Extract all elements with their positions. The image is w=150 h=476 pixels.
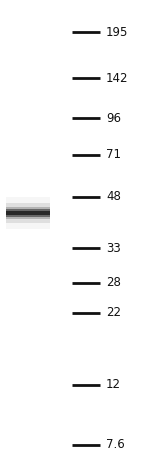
Bar: [6, 203, 50, 223]
Text: 28: 28: [106, 277, 121, 289]
Text: 71: 71: [106, 149, 121, 161]
Text: 7.6: 7.6: [106, 438, 125, 452]
Text: 33: 33: [106, 241, 121, 255]
Bar: [6, 209, 50, 217]
Text: 96: 96: [106, 111, 121, 125]
Text: 22: 22: [106, 307, 121, 319]
Text: 12: 12: [106, 378, 121, 391]
Bar: [6, 207, 50, 219]
Bar: [6, 197, 50, 229]
Text: 142: 142: [106, 71, 129, 85]
Text: 48: 48: [106, 190, 121, 204]
Text: 195: 195: [106, 26, 128, 39]
Bar: [6, 211, 50, 215]
